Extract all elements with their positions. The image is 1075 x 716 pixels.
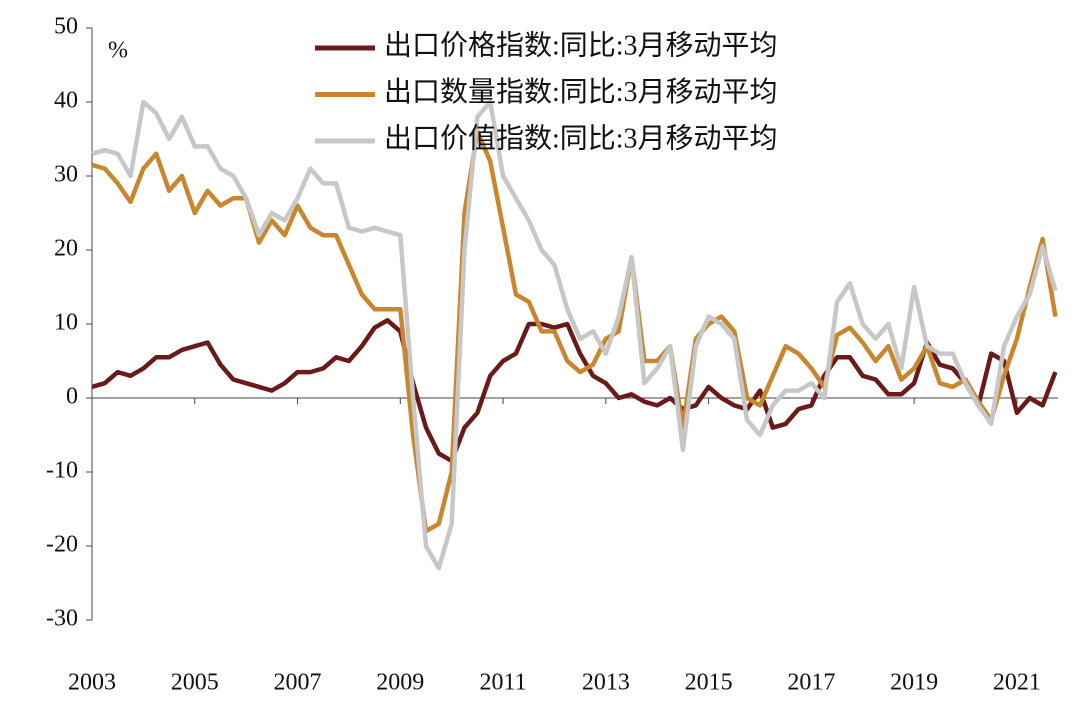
x-tick-label: 2015 xyxy=(685,670,733,696)
x-tick-label: 2005 xyxy=(171,670,219,696)
x-tick-label: 2007 xyxy=(274,670,322,696)
x-tick-label: 2003 xyxy=(68,670,116,696)
series-line xyxy=(91,318,1058,464)
series-line xyxy=(91,99,1058,571)
legend-label: 出口价格指数:同比:3月移动平均 xyxy=(384,29,778,61)
y-tick-label: 40 xyxy=(54,88,78,114)
y-tick-label: 20 xyxy=(54,236,78,262)
x-tick-label: 2017 xyxy=(787,670,835,696)
legend-label: 出口价值指数:同比:3月移动平均 xyxy=(384,122,778,154)
x-tick-label: 2009 xyxy=(376,670,424,696)
x-tick-label: 2019 xyxy=(890,670,938,696)
x-tick-label: 2021 xyxy=(993,670,1041,696)
legend-label: 出口数量指数:同比:3月移动平均 xyxy=(384,76,778,108)
y-tick-label: 10 xyxy=(54,310,78,336)
y-tick-label: -30 xyxy=(46,606,78,632)
series-line xyxy=(91,129,1058,534)
y-tick-label: 30 xyxy=(54,162,78,188)
x-tick-label: 2011 xyxy=(480,670,527,696)
y-tick-label: 0 xyxy=(66,384,78,410)
y-tick-label: -10 xyxy=(46,458,78,484)
y-tick-label: -20 xyxy=(46,532,78,558)
unit-label: % xyxy=(108,38,128,64)
y-tick-label: 50 xyxy=(54,14,78,40)
x-tick-label: 2013 xyxy=(582,670,630,696)
